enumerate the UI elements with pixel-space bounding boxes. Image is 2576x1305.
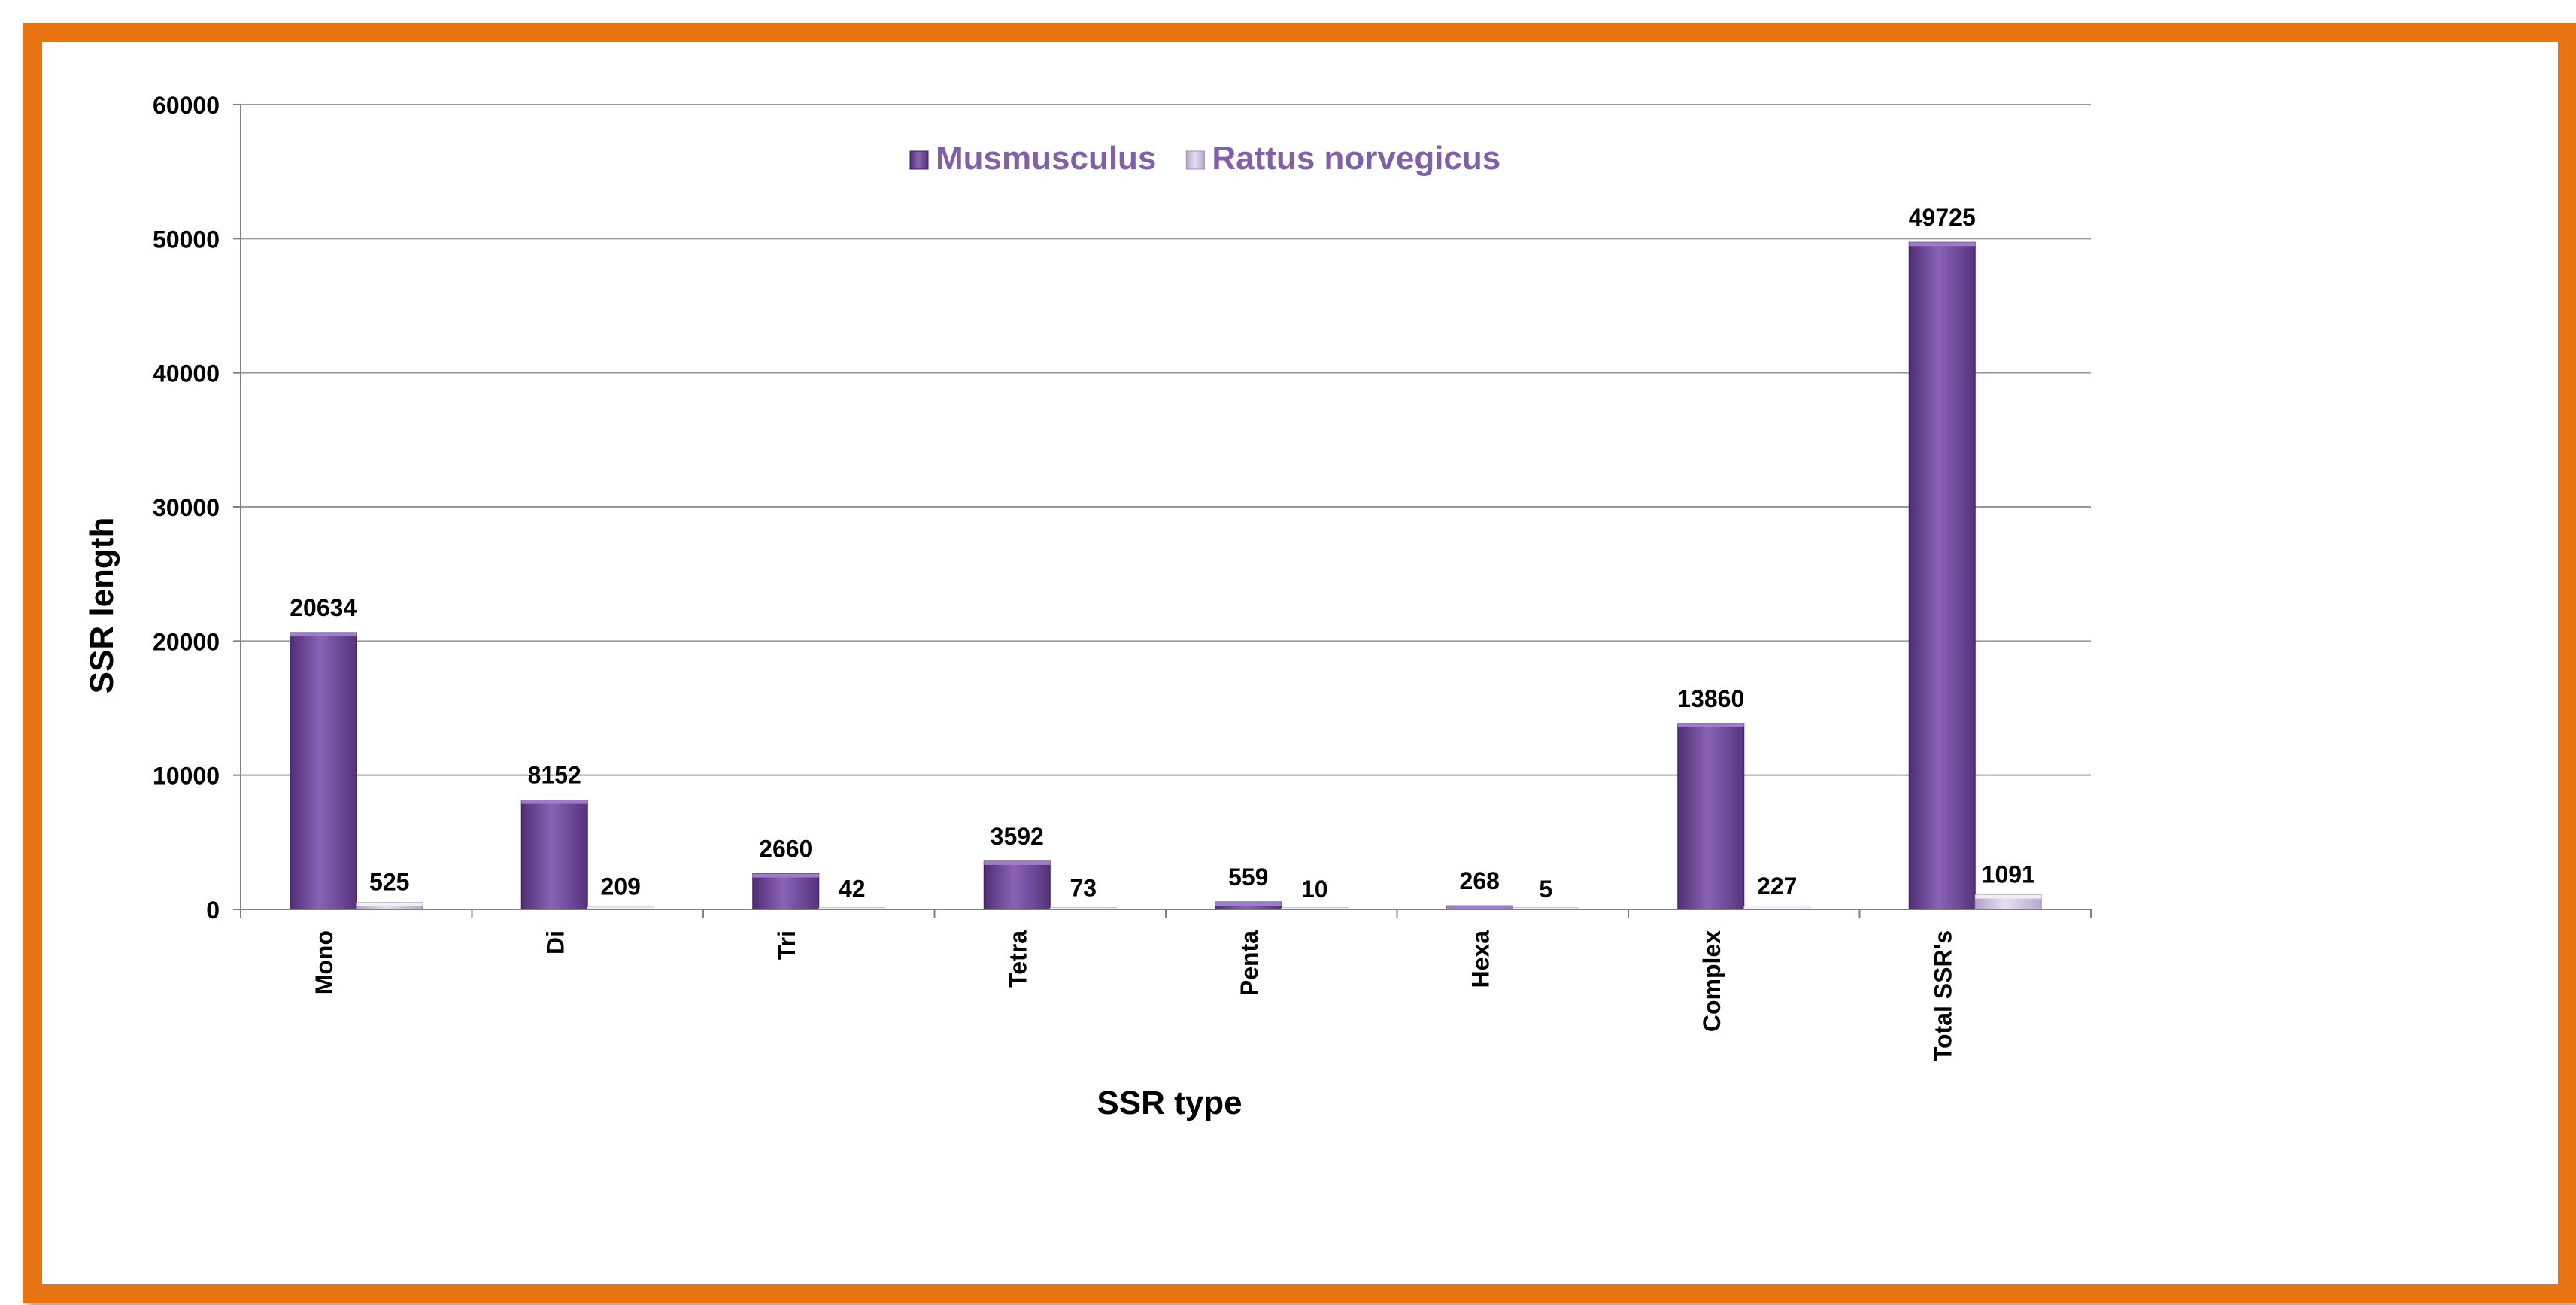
- data-label: 1091: [1982, 861, 2035, 888]
- data-label: 73: [1070, 875, 1097, 902]
- data-label: 268: [1460, 867, 1500, 894]
- y-tick-label: 60000: [153, 92, 220, 119]
- chart-frame: [23, 23, 2576, 1303]
- x-tick-label: Total SSR's: [1929, 930, 1956, 1061]
- data-label: 49725: [1909, 204, 1976, 231]
- data-label: 559: [1228, 863, 1268, 891]
- data-label: 2660: [759, 836, 812, 863]
- data-label: 42: [839, 875, 866, 902]
- legend: Musmusculus Rattus norvegicus: [909, 140, 1500, 177]
- gridlines: [241, 104, 2091, 910]
- bar-musmusculus: [1908, 241, 1976, 910]
- bar-cap: [1677, 723, 1744, 727]
- data-label: 209: [601, 873, 641, 900]
- y-tick-label: 40000: [153, 360, 220, 387]
- x-axis-title: SSR type: [1097, 1085, 1242, 1121]
- data-label: 13860: [1677, 685, 1744, 712]
- bar-cap: [521, 800, 588, 804]
- bar-cap: [1215, 902, 1282, 906]
- bar-cap: [1975, 894, 2042, 899]
- x-tick-label: Mono: [311, 930, 338, 994]
- bar-cap: [984, 860, 1051, 865]
- y-tick-label: 50000: [153, 226, 220, 253]
- x-tick-label: Hexa: [1467, 930, 1494, 988]
- y-tick-label: 20000: [153, 628, 220, 655]
- bars: 20634 525 8152 209 2660 42 3592 73 559 10 268 5 1386…: [290, 204, 2042, 910]
- y-axis: 0 10000 20000 30000 40000 50000 60000: [153, 92, 241, 924]
- bar-cap: [356, 902, 423, 906]
- y-tick-label: 30000: [153, 494, 220, 521]
- bar-musmusculus: [520, 800, 588, 910]
- x-tick-label: Tri: [773, 930, 800, 960]
- legend-swatch: [909, 150, 929, 170]
- bar-cap: [1909, 242, 1976, 247]
- x-tick-label: Di: [542, 930, 569, 954]
- data-label: 525: [369, 869, 409, 896]
- bar-cap: [290, 633, 357, 637]
- data-label: 10: [1301, 876, 1328, 903]
- bar-musmusculus: [290, 632, 357, 910]
- y-tick-label: 0: [206, 897, 220, 924]
- data-label: 20634: [290, 594, 357, 621]
- data-label: 5: [1539, 876, 1552, 903]
- x-tick-label: Tetra: [1004, 930, 1031, 988]
- y-axis-title: SSR length: [83, 517, 120, 694]
- x-tick-label: Complex: [1698, 930, 1725, 1032]
- bar-cap: [587, 906, 654, 909]
- bar-cap: [752, 873, 819, 878]
- bar-cap: [1446, 906, 1513, 909]
- legend-label: Rattus norvegicus: [1212, 140, 1500, 177]
- x-axis: Mono Di Tri Tetra Penta Hexa Complex Total SSR'…: [240, 909, 2092, 1061]
- bar-musmusculus: [983, 860, 1051, 910]
- legend-label: Musmusculus: [936, 140, 1156, 177]
- data-label: 8152: [528, 762, 581, 789]
- bar-musmusculus: [752, 873, 820, 910]
- data-label: 3592: [991, 823, 1044, 850]
- x-tick-label: Penta: [1236, 930, 1263, 996]
- y-tick-label: 10000: [153, 763, 220, 790]
- bar-musmusculus: [1677, 723, 1745, 910]
- bar-cap: [1743, 906, 1810, 909]
- data-label: 227: [1757, 873, 1797, 900]
- legend-swatch: [1185, 150, 1205, 170]
